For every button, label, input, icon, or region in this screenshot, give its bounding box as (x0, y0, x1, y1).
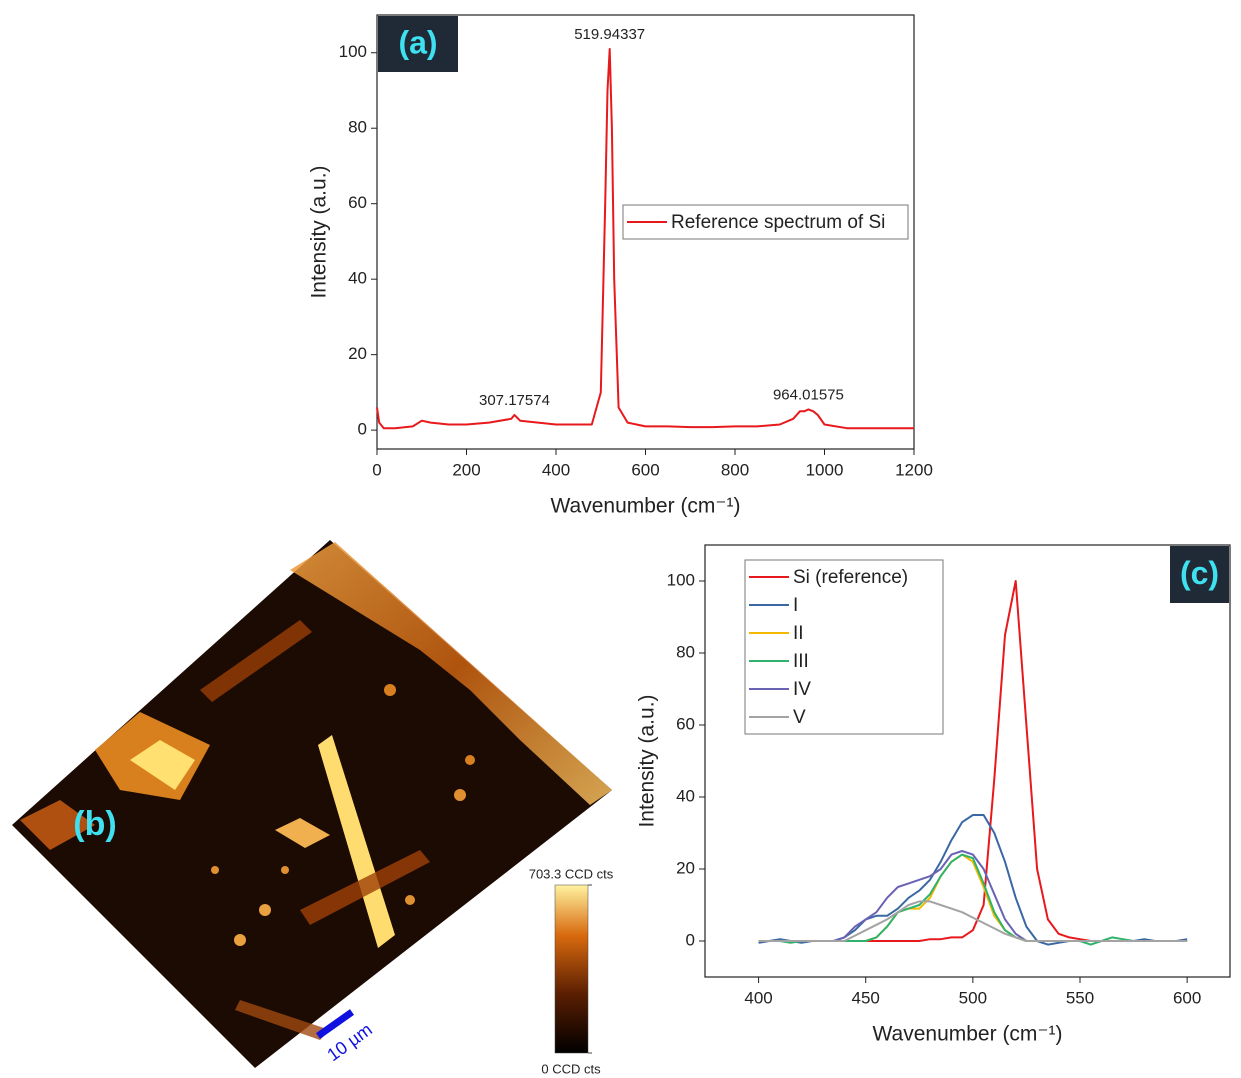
y-axis-label: Intensity (a.u.) (308, 165, 331, 298)
x-tick-label: 1000 (806, 460, 844, 479)
y-tick-label: 80 (676, 642, 695, 661)
peak-annotation: 307.17574 (479, 392, 550, 409)
y-tick-label: 80 (348, 118, 367, 137)
y-tick-label: 0 (358, 420, 367, 439)
legend-box (744, 559, 944, 735)
x-tick-label: 200 (452, 460, 480, 479)
x-tick-label: 400 (542, 460, 570, 479)
colorbar-label: 703.3 CCD cts (529, 866, 614, 881)
y-tick-label: 40 (676, 786, 695, 805)
scale-bar (315, 1009, 355, 1039)
peak-annotation: 964.01575 (773, 386, 844, 403)
peak-annotation: 519.94337 (574, 26, 645, 43)
legend-box (622, 204, 909, 240)
y-tick-label: 20 (676, 858, 695, 877)
x-tick-label: 600 (1173, 988, 1201, 1007)
x-tick-label: 600 (631, 460, 659, 479)
data-line (758, 900, 1188, 942)
y-tick-label: 60 (676, 714, 695, 733)
legend-label: IV (793, 679, 811, 700)
x-tick-label: 550 (1066, 988, 1094, 1007)
legend-label: Si (reference) (793, 567, 908, 588)
panel-label: (c) (1180, 555, 1219, 591)
y-tick-label: 60 (348, 193, 367, 212)
data-line (758, 850, 1188, 942)
x-tick-label: 450 (852, 988, 880, 1007)
x-tick-label: 0 (372, 460, 381, 479)
x-tick-label: 500 (959, 988, 987, 1007)
legend-label: II (793, 623, 804, 644)
panel-label: (a) (398, 24, 437, 60)
y-tick-label: 100 (667, 570, 695, 589)
panel-label: (b) (73, 805, 116, 843)
legend-label: III (793, 651, 809, 672)
x-tick-label: 400 (744, 988, 772, 1007)
plot-frame (704, 544, 1231, 978)
panel-label-box (1170, 546, 1229, 603)
y-tick-label: 20 (348, 344, 367, 363)
surface-image (12, 540, 612, 1068)
legend-label: I (793, 595, 798, 616)
y-axis-label: Intensity (a.u.) (636, 694, 659, 827)
data-line (758, 814, 1188, 946)
x-tick-label: 800 (721, 460, 749, 479)
x-axis-label: Wavenumber (cm⁻¹) (551, 495, 741, 518)
y-tick-label: 0 (686, 930, 695, 949)
legend-label: V (793, 707, 806, 728)
panel-label-box (378, 16, 458, 72)
y-tick-label: 100 (339, 42, 367, 61)
x-tick-label: 1200 (895, 460, 933, 479)
y-tick-label: 40 (348, 269, 367, 288)
x-axis-label: Wavenumber (cm⁻¹) (873, 1023, 1063, 1046)
colorbar-label: 0 CCD cts (541, 1061, 601, 1076)
legend-label: Reference spectrum of Si (671, 212, 885, 233)
data-line (376, 48, 914, 430)
